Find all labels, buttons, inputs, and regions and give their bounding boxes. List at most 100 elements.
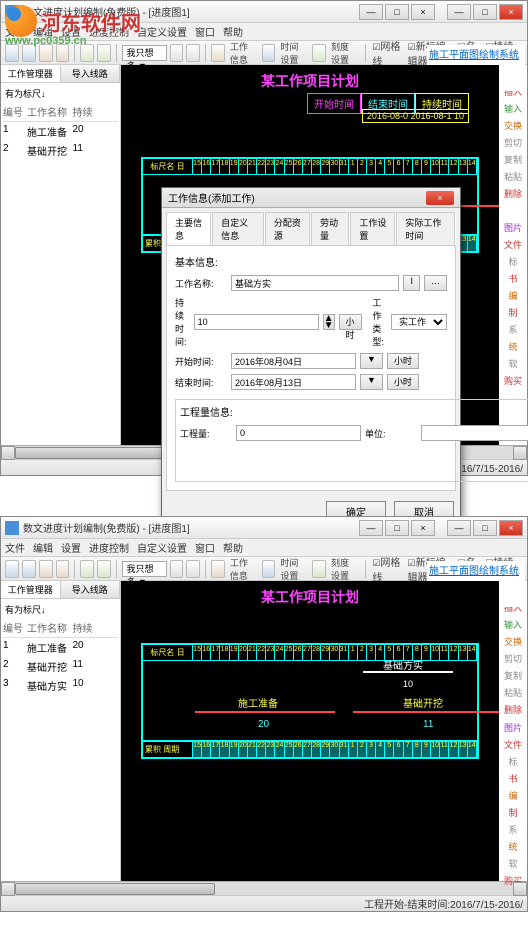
end-input[interactable]	[231, 374, 356, 390]
right-btn-17[interactable]: 软	[499, 856, 527, 872]
right-btn-13[interactable]: 编	[499, 788, 527, 804]
tool-scale-icon[interactable]	[312, 560, 326, 578]
tool-redo[interactable]	[97, 560, 111, 578]
tool-open[interactable]	[22, 560, 36, 578]
right-btn-5[interactable]: 复制	[499, 668, 527, 684]
close-button[interactable]: ×	[499, 520, 523, 536]
right-btn-3[interactable]: 交换	[499, 634, 527, 650]
right-btn-7[interactable]: 删除	[499, 186, 527, 202]
right-btn-12[interactable]: 书	[499, 771, 527, 787]
right-btn-2[interactable]: 输入	[499, 101, 527, 117]
tool-save[interactable]	[39, 560, 53, 578]
right-btn-9[interactable]: 图片	[499, 220, 527, 236]
tool-open[interactable]	[22, 44, 36, 62]
right-btn-11[interactable]: 标	[499, 254, 527, 270]
tool-clock-icon[interactable]	[262, 44, 276, 62]
right-btn-7[interactable]: 删除	[499, 702, 527, 718]
name-btn2[interactable]: …	[424, 275, 447, 291]
start-input[interactable]	[231, 353, 356, 369]
right-btn-14[interactable]: 制	[499, 805, 527, 821]
dlg-tab-actual[interactable]: 实际工作时间	[396, 212, 455, 245]
tool-dropdown[interactable]: 我只想多 ▼	[122, 561, 167, 577]
start-hour-btn[interactable]: 小时	[387, 353, 419, 369]
max-button[interactable]: □	[473, 520, 497, 536]
right-btn-3[interactable]: 交换	[499, 118, 527, 134]
menu-file[interactable]: 文件	[5, 540, 25, 555]
close-button[interactable]: ×	[499, 4, 523, 20]
child-max-button[interactable]: □	[385, 4, 409, 20]
tool-dropdown[interactable]: 我只想多 ▼	[122, 45, 167, 61]
check-grid[interactable]: ☑网格线	[370, 554, 402, 584]
check-grid[interactable]: ☑网格线	[370, 38, 402, 68]
end-hour-btn[interactable]: 小时	[387, 374, 419, 390]
gantt-bar-1[interactable]	[195, 711, 335, 713]
name-btn[interactable]: I	[403, 275, 420, 291]
scroll-left-button[interactable]	[1, 446, 15, 460]
menu-file[interactable]: 文件	[5, 24, 25, 39]
menu-edit[interactable]: 编辑	[33, 24, 53, 39]
child-close-button[interactable]: ×	[411, 4, 435, 20]
tool-new[interactable]	[5, 560, 19, 578]
unit-input[interactable]	[421, 425, 528, 441]
right-btn-11[interactable]: 标	[499, 754, 527, 770]
tool-c[interactable]	[211, 44, 225, 62]
menu-window[interactable]: 窗口	[195, 540, 215, 555]
tool-clock-icon[interactable]	[262, 560, 276, 578]
dur-spinner[interactable]: ▲▼	[323, 314, 335, 330]
tool-a[interactable]	[170, 560, 184, 578]
start-cal[interactable]: ▼	[360, 353, 383, 369]
tool-print[interactable]	[56, 560, 70, 578]
tool-c[interactable]	[211, 560, 225, 578]
scroll-thumb[interactable]	[15, 883, 215, 895]
task-row[interactable]: 2基础开挖11	[3, 657, 118, 676]
menu-progress[interactable]: 进度控制	[89, 24, 129, 39]
canvas[interactable]: 某工作项目计划 标尺名 日 15161718192021222324252627…	[121, 581, 499, 881]
dur-hour-btn[interactable]: 小时	[339, 314, 362, 330]
menu-progress[interactable]: 进度控制	[89, 540, 129, 555]
child-max-button[interactable]: □	[385, 520, 409, 536]
task-row[interactable]: 1施工准备20	[3, 638, 118, 657]
tool-b[interactable]	[186, 44, 200, 62]
qty-input[interactable]	[236, 425, 361, 441]
menu-window[interactable]: 窗口	[195, 24, 215, 39]
min-button[interactable]: —	[447, 4, 471, 20]
right-btn-10[interactable]: 文件	[499, 737, 527, 753]
right-btn-8[interactable]	[499, 203, 527, 219]
dlg-tab-main[interactable]: 主要信息	[166, 212, 211, 245]
scroll-left-button[interactable]	[1, 882, 15, 896]
right-btn-13[interactable]: 编	[499, 288, 527, 304]
end-cal[interactable]: ▼	[360, 374, 383, 390]
right-btn-12[interactable]: 书	[499, 271, 527, 287]
dialog-close-button[interactable]: ×	[426, 191, 454, 205]
right-btn-9[interactable]: 图片	[499, 720, 527, 736]
menu-settings[interactable]: 设置	[61, 24, 81, 39]
menu-help[interactable]: 帮助	[223, 540, 243, 555]
menu-custom[interactable]: 自定义设置	[137, 540, 187, 555]
menu-custom[interactable]: 自定义设置	[137, 24, 187, 39]
menu-edit[interactable]: 编辑	[33, 540, 53, 555]
right-btn-10[interactable]: 文件	[499, 237, 527, 253]
tool-undo[interactable]	[80, 44, 94, 62]
dlg-tab-settings[interactable]: 工作设置	[350, 212, 395, 245]
min-button[interactable]: —	[447, 520, 471, 536]
task-row[interactable]: 2基础开挖11	[3, 141, 118, 160]
tool-a[interactable]	[170, 44, 184, 62]
menu-settings[interactable]: 设置	[61, 540, 81, 555]
right-btn-17[interactable]: 软	[499, 356, 527, 372]
gantt-bar-2[interactable]	[353, 711, 499, 713]
left-tab-tasks[interactable]: 工作管理器	[1, 65, 61, 82]
tool-redo[interactable]	[97, 44, 111, 62]
tool-undo[interactable]	[80, 560, 94, 578]
dlg-tab-labor[interactable]: 劳动量	[311, 212, 349, 245]
h-scrollbar[interactable]	[1, 881, 527, 895]
link-plane[interactable]: 施工平面图绘制系统	[427, 45, 525, 62]
dlg-tab-resource[interactable]: 分配资源	[265, 212, 310, 245]
right-btn-4[interactable]: 剪切	[499, 651, 527, 667]
task-row[interactable]: 3基础方实10	[3, 676, 118, 695]
right-btn-2[interactable]: 输入	[499, 617, 527, 633]
right-btn-14[interactable]: 制	[499, 305, 527, 321]
right-btn-5[interactable]: 复制	[499, 152, 527, 168]
child-min-button[interactable]: —	[359, 520, 383, 536]
tool-new[interactable]	[5, 44, 19, 62]
task-row[interactable]: 1施工准备20	[3, 122, 118, 141]
